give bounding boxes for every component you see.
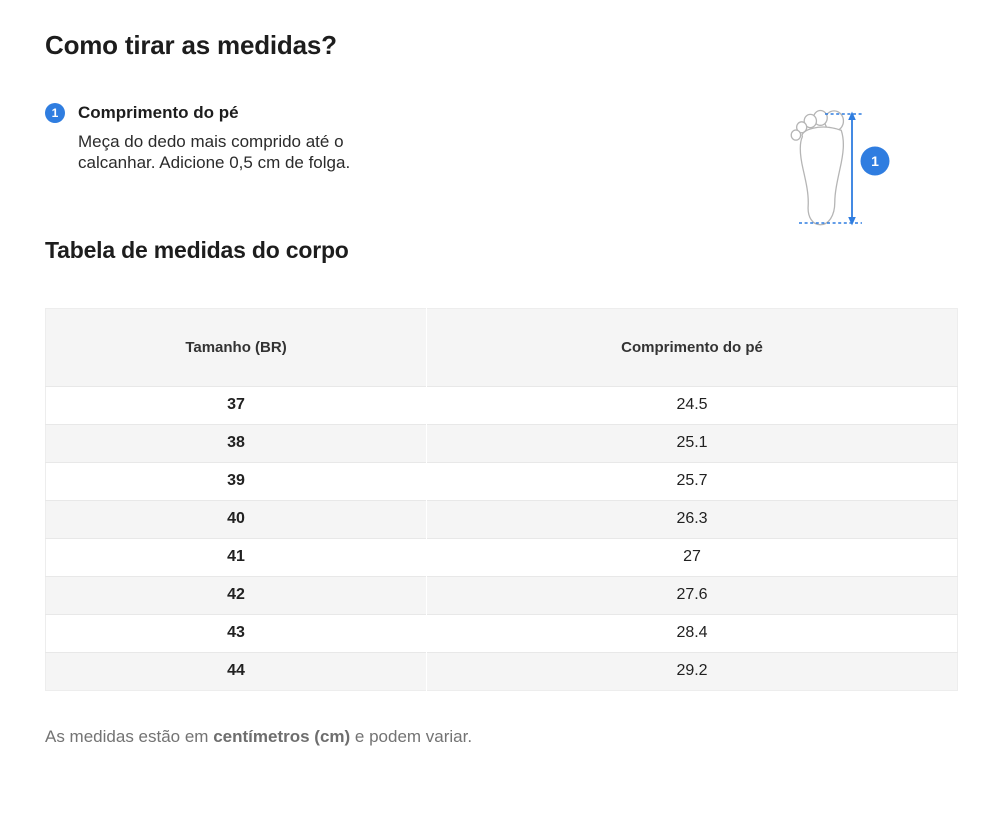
section-title: Tabela de medidas do corpo [45,237,349,264]
length-cell: 25.7 [426,462,958,501]
measurement-arrow-icon [848,111,856,226]
footnote-prefix: As medidas estão em [45,726,214,746]
table-row: 37 24.5 [45,386,958,425]
footnote-suffix: e podem variar. [350,726,473,746]
length-cell: 28.4 [426,614,958,653]
footnote-units: centímetros (cm) [213,726,351,746]
size-cell: 41 [227,548,245,566]
length-cell: 27 [426,538,958,577]
step-description: Meça do dedo mais comprido até o calcanh… [78,132,351,173]
step-label: Comprimento do pé [78,103,239,123]
length-cell: 25.1 [426,424,958,463]
foot-measurement-diagram: 1 [785,105,895,240]
size-table-header-row: Tamanho (BR) Comprimento do pé [45,308,958,387]
foot-outline-icon: 1 [785,105,890,226]
table-row: 42 27.6 [45,576,958,615]
size-cell: 38 [227,434,245,452]
table-row: 38 25.1 [45,424,958,463]
length-cell: 29.2 [426,652,958,691]
size-cell: 40 [227,510,245,528]
length-cell: 24.5 [426,386,958,425]
diagram-marker-badge: 1 [860,146,890,176]
length-cell: 27.6 [426,576,958,615]
table-row: 44 29.2 [45,652,958,691]
size-cell: 39 [227,472,245,490]
size-cell: 37 [227,396,245,414]
size-cell: 43 [227,624,245,642]
size-cell: 42 [227,586,245,604]
length-column-header: Comprimento do pé [426,308,958,387]
table-row: 41 27 [45,538,958,577]
svg-text:1: 1 [871,153,879,169]
length-cell: 26.3 [426,500,958,539]
measure-step: 1 Comprimento do pé [45,103,958,124]
size-table: Tamanho (BR) Comprimento do pé 37 24.5 3… [45,307,958,691]
table-row: 43 28.4 [45,614,958,653]
table-row: 40 26.3 [45,500,958,539]
page-title: Como tirar as medidas? [45,30,337,60]
size-column-header: Tamanho (BR) [45,308,427,387]
step-number-badge: 1 [45,103,65,124]
units-footnote: As medidas estão em centímetros (cm) e p… [45,727,958,747]
size-guide-panel: Como tirar as medidas? 1 Comprimento do … [0,30,1000,824]
size-cell: 44 [227,662,245,680]
table-row: 39 25.7 [45,462,958,501]
